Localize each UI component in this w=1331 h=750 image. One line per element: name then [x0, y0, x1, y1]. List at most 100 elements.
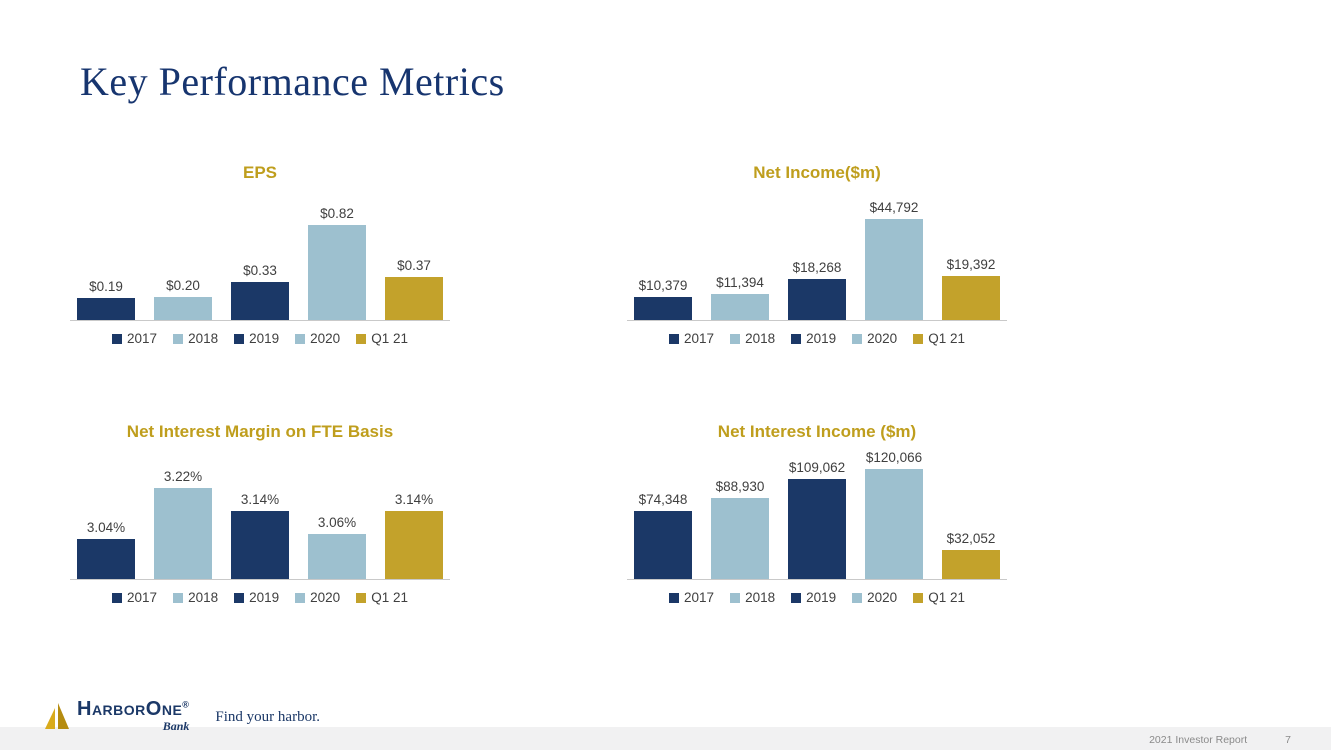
- legend-swatch: [234, 333, 245, 344]
- bar-Q1 21: 3.14%: [385, 492, 443, 579]
- legend-swatch: [730, 333, 741, 344]
- bar-value-label: $0.37: [397, 257, 431, 273]
- legend-label: 2018: [745, 331, 776, 346]
- bar-value-label: $10,379: [638, 277, 688, 293]
- legend-swatch: [295, 333, 306, 344]
- bar-value-label: $88,930: [715, 478, 765, 494]
- brand-name: HarborOne®: [77, 698, 190, 720]
- legend-item-2020: 2020: [295, 590, 340, 605]
- bar-value-label: 3.14%: [240, 491, 280, 507]
- legend-item-2018: 2018: [730, 331, 775, 346]
- bar-2018: $0.20: [154, 278, 212, 320]
- bar-value-label: $0.82: [320, 205, 354, 221]
- legend-label: 2020: [867, 590, 898, 605]
- legend-item-q1-21: Q1 21: [356, 331, 408, 346]
- legend-swatch: [234, 592, 245, 603]
- legend-swatch: [356, 333, 367, 344]
- harborone-logo: HarborOne® Bank Find your harbor.: [44, 699, 320, 732]
- legend-swatch: [669, 333, 680, 344]
- legend-item-2019: 2019: [234, 331, 279, 346]
- legend-label: Q1 21: [928, 590, 965, 605]
- chart-plot-area: $74,348 $88,930 $109,062 $120,066 $32,052: [627, 450, 1007, 580]
- chart-legend: 2017 2018 2019 2020 Q1 21: [70, 590, 450, 605]
- bar-value-label: 3.04%: [86, 520, 126, 536]
- bar-2020: 3.06%: [308, 515, 366, 579]
- legend-swatch: [295, 592, 306, 603]
- bar-value-label: $109,062: [788, 460, 846, 476]
- bar-value-label: $0.33: [243, 262, 277, 278]
- legend-swatch: [173, 333, 184, 344]
- bar-value-label: $44,792: [869, 200, 919, 216]
- bar-value-label: 3.22%: [163, 468, 203, 484]
- legend-item-2018: 2018: [173, 331, 218, 346]
- bar-2020: $120,066: [865, 450, 923, 579]
- bar-2018: 3.22%: [154, 469, 212, 579]
- chart-eps: EPS $0.19 $0.20 $0.33 $0.82 $0.37 2017 2018 20…: [70, 163, 450, 346]
- legend-label: 2019: [249, 331, 280, 346]
- chart-net-interest-income: Net Interest Income ($m) $74,348 $88,930 $…: [627, 422, 1007, 605]
- bar-2017: $10,379: [634, 278, 692, 320]
- page-title: Key Performance Metrics: [80, 59, 505, 104]
- legend-label: 2019: [806, 331, 837, 346]
- bar-2019: 3.14%: [231, 492, 289, 579]
- bar-Q1 21: $32,052: [942, 531, 1000, 579]
- legend-label: 2017: [127, 590, 158, 605]
- legend-label: 2017: [684, 331, 715, 346]
- bar-value-label: 3.14%: [394, 491, 434, 507]
- legend-swatch: [669, 592, 680, 603]
- harborone-sail-icon: [45, 703, 69, 729]
- bar-2019: $0.33: [231, 263, 289, 320]
- brand-sub-label: Bank: [162, 719, 190, 733]
- bar-2019: $18,268: [788, 260, 846, 320]
- bar-value-label: 3.06%: [317, 514, 357, 530]
- legend-item-2019: 2019: [791, 331, 836, 346]
- chart-legend: 2017 2018 2019 2020 Q1 21: [627, 331, 1007, 346]
- legend-item-2019: 2019: [791, 590, 836, 605]
- legend-item-2020: 2020: [295, 331, 340, 346]
- legend-swatch: [112, 592, 123, 603]
- bar-2018: $11,394: [711, 275, 769, 320]
- legend-label: 2020: [310, 331, 341, 346]
- chart-net-interest-margin: Net Interest Margin on FTE Basis 3.04% 3.…: [70, 422, 450, 605]
- legend-label: 2017: [127, 331, 158, 346]
- legend-item-2018: 2018: [730, 590, 775, 605]
- legend-swatch: [730, 592, 741, 603]
- legend-swatch: [791, 333, 802, 344]
- legend-item-2017: 2017: [112, 331, 157, 346]
- legend-item-2017: 2017: [669, 590, 714, 605]
- brand-block: HarborOne® Bank: [77, 699, 189, 732]
- bar-value-label: $32,052: [946, 530, 996, 546]
- legend-item-2018: 2018: [173, 590, 218, 605]
- bar-value-label: $74,348: [638, 492, 688, 508]
- legend-swatch: [173, 592, 184, 603]
- legend-item-2017: 2017: [669, 331, 714, 346]
- chart-plot-area: 3.04% 3.22% 3.14% 3.06% 3.14%: [70, 451, 450, 580]
- bar-2020: $44,792: [865, 200, 923, 320]
- bar-2018: $88,930: [711, 479, 769, 579]
- legend-label: 2019: [806, 590, 837, 605]
- legend-swatch: [852, 333, 863, 344]
- bar-value-label: $11,394: [716, 275, 764, 291]
- legend-label: 2019: [249, 590, 280, 605]
- legend-swatch: [112, 333, 123, 344]
- legend-label: 2018: [745, 590, 776, 605]
- legend-item-2019: 2019: [234, 590, 279, 605]
- legend-item-2017: 2017: [112, 590, 157, 605]
- footer-band: [0, 727, 1331, 750]
- bar-2020: $0.82: [308, 206, 366, 320]
- chart-net-income: Net Income($m) $10,379 $11,394 $18,268 $44,…: [627, 163, 1007, 346]
- legend-label: Q1 21: [371, 331, 408, 346]
- legend-label: Q1 21: [371, 590, 408, 605]
- bar-Q1 21: $19,392: [942, 257, 1000, 320]
- legend-swatch: [913, 592, 924, 603]
- bar-Q1 21: $0.37: [385, 258, 443, 320]
- legend-label: Q1 21: [928, 331, 965, 346]
- bar-value-label: $120,066: [865, 450, 923, 466]
- legend-label: 2020: [310, 590, 341, 605]
- bar-value-label: $0.20: [166, 277, 200, 293]
- legend-swatch: [791, 592, 802, 603]
- legend-label: 2018: [188, 590, 219, 605]
- page-number: 7: [1285, 734, 1291, 746]
- chart-plot-area: $0.19 $0.20 $0.33 $0.82 $0.37: [70, 192, 450, 321]
